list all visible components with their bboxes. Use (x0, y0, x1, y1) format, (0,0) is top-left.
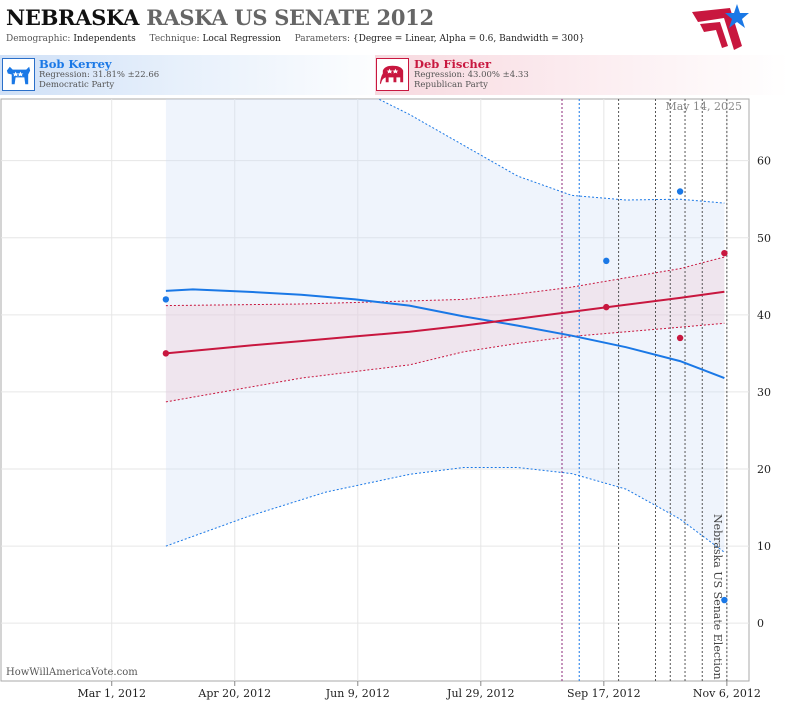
x-tick-label: Sep 17, 2012 (567, 687, 641, 700)
parameters-line: Demographic: Independents Technique: Loc… (6, 34, 585, 44)
deb-fischer-poll-point (721, 249, 728, 257)
x-tick-label: Jul 29, 2012 (446, 687, 515, 700)
bob-kerrey-poll-point (676, 188, 684, 195)
y-tick-label: 0 (757, 617, 764, 630)
site-logo (692, 4, 749, 50)
bob-kerrey-trend-line (165, 288, 725, 380)
donkey-icon (2, 58, 35, 91)
y-tick-label: 10 (757, 540, 771, 553)
deb-fischer-poll-point (676, 334, 684, 342)
bob-kerrey-poll-point (721, 596, 728, 604)
x-tick-label: Apr 20, 2012 (197, 687, 271, 700)
x-tick-label: Jun 9, 2012 (325, 687, 390, 700)
chart-svg: 0 10 20 30 40 50 60 Mar 1, 2012 Apr 20, 2012 Jun… (0, 98, 771, 700)
y-tick-label: 20 (757, 463, 771, 476)
plot-area (0, 98, 750, 682)
candidate-bar: Bob Kerrey Regression: 31.81% ±22.66 Dem… (0, 55, 789, 95)
rep-party: Republican Party (414, 80, 488, 90)
rep-regression: Regression: 43.00% ±4.33 (414, 70, 529, 80)
deb-fischer-poll-point (603, 303, 610, 311)
elephant-icon (376, 58, 409, 91)
y-tick-label: 60 (757, 155, 771, 168)
bob-kerrey-band (165, 99, 725, 553)
grid (1, 99, 749, 681)
deb-fischer-lower-bound (165, 322, 725, 403)
deb-fischer-band (165, 257, 725, 402)
rep-panel (375, 55, 789, 95)
poll-date-lines (561, 99, 728, 681)
deb-fischer-trend-line (165, 290, 725, 355)
rep-candidate-name: Deb Fischer (414, 57, 492, 71)
x-axis-ticks: Mar 1, 2012 Apr 20, 2012 Jun 9, 2012 Jul 29… (77, 681, 761, 700)
dem-regression: Regression: 31.81% ±22.66 (39, 70, 160, 80)
page-title: NEBRASKA RASKA US SENATE 2012 (6, 5, 434, 30)
poll-points (162, 188, 728, 604)
confidence-bands (165, 99, 725, 553)
y-axis-ticks: 0 10 20 30 40 50 60 (757, 155, 771, 631)
date-label: May 14, 2025 (665, 100, 742, 113)
bob-kerrey-poll-point (162, 296, 170, 303)
dem-panel (0, 55, 400, 95)
y-tick-label: 40 (757, 309, 771, 322)
y-tick-label: 50 (757, 232, 771, 245)
y-tick-label: 30 (757, 386, 771, 399)
technique-value: Local Regression (202, 34, 281, 44)
technique-key: Technique: (149, 34, 200, 44)
bob-kerrey-poll-point (603, 257, 610, 265)
dem-candidate-name: Bob Kerrey (39, 57, 112, 71)
parameters-value: {Degree = Linear, Alpha = 0.6, Bandwidth… (352, 34, 585, 44)
demographic-key: Demographic: (6, 34, 71, 44)
parameters-key: Parameters: (294, 34, 351, 44)
event-label: Nebraska US Senate Election (711, 514, 724, 680)
x-tick-label: Mar 1, 2012 (77, 687, 146, 700)
title-race: RASKA US SENATE 2012 (146, 5, 434, 30)
demographic-value: Independents (73, 34, 136, 44)
header: NEBRASKA RASKA US SENATE 2012 Demographi… (0, 0, 789, 54)
series-lines (165, 99, 725, 553)
bob-kerrey-lower-bound (165, 467, 725, 553)
title-state: NEBRASKA (6, 5, 140, 30)
site-credit: HowWillAmericaVote.com (6, 667, 138, 678)
x-tick-label: Nov 6, 2012 (693, 687, 761, 700)
deb-fischer-poll-point (162, 350, 170, 357)
dem-party: Democratic Party (39, 80, 115, 90)
